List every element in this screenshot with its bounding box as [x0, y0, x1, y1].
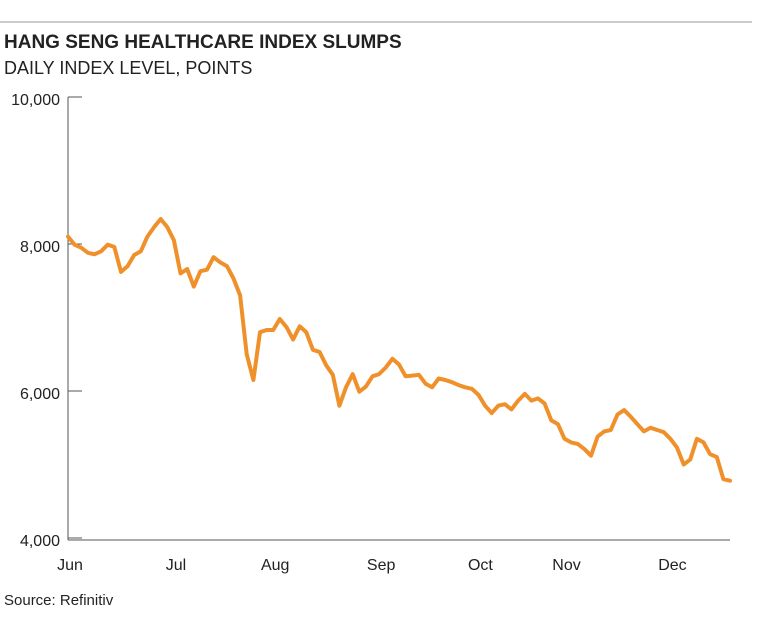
- x-tick-label: Nov: [552, 557, 580, 574]
- x-tick-label: Jul: [166, 557, 186, 574]
- x-tick-label: Dec: [658, 557, 686, 574]
- chart-title: HANG SENG HEALTHCARE INDEX SLUMPS: [4, 32, 402, 53]
- y-tick-label: 4,000: [20, 533, 60, 550]
- y-tick-label: 8,000: [20, 239, 60, 256]
- source: Source: Refinitiv: [4, 592, 114, 609]
- x-tick-label: Jun: [57, 557, 83, 574]
- x-tick-label: Oct: [468, 557, 493, 574]
- x-tick-label: Sep: [367, 557, 396, 574]
- series-line: [66, 217, 732, 483]
- y-tick-label: 10,000: [11, 92, 60, 109]
- chart-subtitle: DAILY INDEX LEVEL, POINTS: [4, 58, 252, 78]
- x-tick-label: Aug: [261, 557, 289, 574]
- y-tick-label: 6,000: [20, 386, 60, 403]
